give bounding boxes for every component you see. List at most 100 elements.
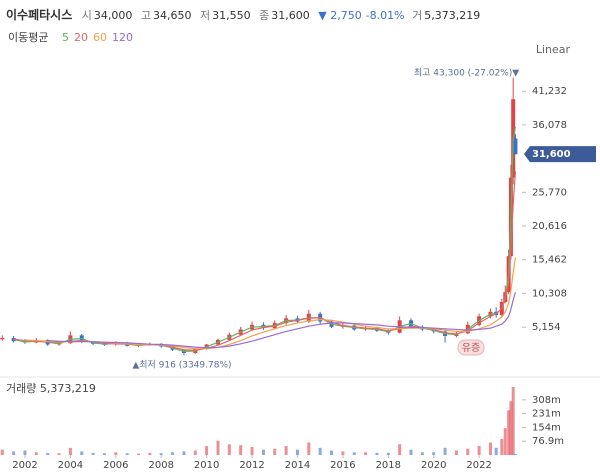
ma-line <box>13 171 517 351</box>
volume-bar <box>182 451 186 455</box>
volume-bar <box>148 452 152 455</box>
volume-title: 거래량 5,373,219 <box>6 382 96 395</box>
volume-bar <box>511 386 515 455</box>
volume-bar <box>488 442 492 455</box>
volume-tick-label: 76.9m <box>532 436 564 447</box>
x-tick-label: 2002 <box>12 460 37 471</box>
volume-bar <box>80 451 84 455</box>
volume-bar <box>114 452 118 455</box>
volume-bar <box>454 450 458 455</box>
x-tick-label: 2020 <box>421 460 446 471</box>
volume-bar <box>352 452 356 455</box>
x-tick-label: 2004 <box>58 460 83 471</box>
y-tick-label: 36,078 <box>532 120 567 131</box>
y-tick-label: 20,616 <box>532 221 567 232</box>
label: 거 <box>412 9 423 22</box>
legend-entry: 120 <box>112 31 133 44</box>
change: ▼ 2,750 <box>318 9 362 22</box>
x-tick-label: 2012 <box>239 460 264 471</box>
label: 종 <box>259 9 270 22</box>
ma-title: 이동평균 <box>8 31 48 44</box>
value: 31,600 <box>271 9 310 22</box>
volume-bar <box>68 447 72 455</box>
volume-bar <box>46 452 50 455</box>
volume-bar <box>477 446 481 455</box>
y-tick-label: 10,308 <box>532 288 567 299</box>
value: 34,000 <box>93 9 133 22</box>
volume-bar <box>432 452 436 455</box>
x-tick-label: 2010 <box>194 460 219 471</box>
y-tick-label: 25,770 <box>532 187 567 198</box>
volume-bar <box>273 448 277 455</box>
ma-line <box>24 257 517 350</box>
volume-bar <box>295 449 299 455</box>
volume-bar <box>409 449 413 455</box>
volume-tick-label: 308m <box>532 395 561 406</box>
candle-body <box>0 337 5 340</box>
y-tick-label: 41,232 <box>532 86 567 97</box>
volume-bar <box>318 447 322 455</box>
volume-bar <box>364 452 368 455</box>
volume-bar <box>341 451 345 455</box>
legend-entry: 20 <box>74 31 88 44</box>
volume-bar <box>23 450 27 455</box>
volume-bar <box>216 440 220 455</box>
label: 고 <box>140 9 151 22</box>
volume-bar <box>125 453 129 455</box>
event-label: 유증 <box>462 342 480 354</box>
value: 34,650 <box>153 9 192 22</box>
volume-bar <box>503 428 507 455</box>
candle-body <box>513 138 518 155</box>
volume-bar <box>420 452 424 455</box>
x-tick-label: 2022 <box>466 460 491 471</box>
scale-toggle[interactable]: Linear <box>536 43 571 56</box>
high-annotation: 최고 43,300 (-27.02%)▼ <box>414 68 519 79</box>
volume-bar <box>171 452 175 455</box>
label: 시 <box>81 9 92 22</box>
volume-bar <box>261 449 265 455</box>
volume-bar <box>91 452 95 455</box>
last-price-tag <box>524 146 596 163</box>
volume-bar <box>0 449 4 455</box>
x-tick-label: 2018 <box>376 460 401 471</box>
x-tick-label: 2006 <box>103 460 128 471</box>
volume-bar <box>507 410 511 455</box>
event-badge <box>457 339 485 356</box>
volume-bar <box>443 447 447 455</box>
volume-bar <box>330 450 334 455</box>
volume-bar <box>12 451 16 455</box>
value: 31,550 <box>212 9 251 22</box>
volume-bar <box>307 442 311 455</box>
ma-line <box>13 126 517 352</box>
header: 이수페타시스 시 34,000 고 34,650 저 31,550 종 31,600 ▼… <box>6 6 485 23</box>
volume-bar <box>57 453 61 455</box>
volume-bar <box>102 453 106 455</box>
y-tick-label: 15,462 <box>532 255 567 266</box>
low-annotation: ▲최저 916 (3349.78%) <box>132 360 231 371</box>
volume-tick-label: 231m <box>532 409 561 420</box>
volume-bar <box>284 446 288 455</box>
volume-tick-label: 154m <box>532 422 561 433</box>
stock-name: 이수페타시스 <box>6 8 73 22</box>
volume-bar <box>386 452 390 455</box>
volume-bar <box>34 452 38 455</box>
x-tick-label: 2008 <box>148 460 173 471</box>
volume-bar <box>137 453 141 455</box>
volume-bar <box>500 438 504 455</box>
legend-entry: 5 <box>62 31 69 44</box>
volume-bar <box>250 446 254 455</box>
x-tick-label: 2016 <box>330 460 355 471</box>
value: 5,373,219 <box>424 9 481 22</box>
volume-bar <box>398 444 402 455</box>
volume-bar <box>513 454 517 455</box>
volume-bar <box>227 444 231 455</box>
ma-line <box>47 292 517 349</box>
last-price-label: 31,600 <box>532 149 571 160</box>
volume-bar <box>205 446 209 455</box>
volume-bar <box>494 447 498 455</box>
volume-bar <box>239 445 243 455</box>
volume-bar <box>466 448 470 455</box>
label: 저 <box>200 9 211 22</box>
